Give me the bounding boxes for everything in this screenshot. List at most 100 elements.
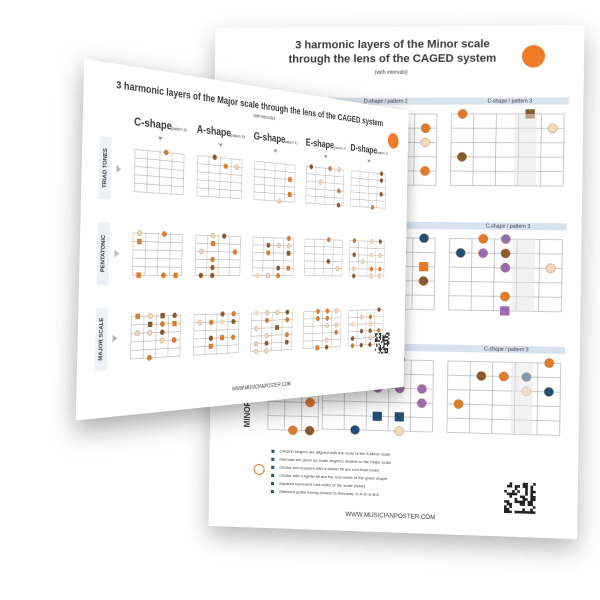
legend-text: Circles and squares with a darker fill a… xyxy=(279,465,379,473)
note-circle xyxy=(305,426,314,435)
row-marker xyxy=(116,165,122,174)
fret xyxy=(195,235,196,275)
qr-cell xyxy=(388,342,390,345)
fret xyxy=(205,314,206,354)
fret xyxy=(539,239,540,311)
fret xyxy=(563,114,564,186)
string xyxy=(198,156,243,160)
note-circle xyxy=(368,335,371,340)
qr-cell xyxy=(378,333,381,335)
note-circle xyxy=(210,257,214,262)
fret xyxy=(374,310,375,345)
fret xyxy=(351,171,352,206)
shape-pattern: (pattern 5) xyxy=(230,133,245,139)
note-circle xyxy=(276,266,280,271)
string xyxy=(305,239,342,240)
note-circle xyxy=(360,329,363,334)
fret xyxy=(325,168,326,204)
legend-bullet xyxy=(271,465,275,469)
qr-cell xyxy=(378,339,380,342)
note-circle xyxy=(353,238,356,243)
qr-cell xyxy=(525,482,528,486)
shape-pattern: (pattern 1) xyxy=(284,139,298,145)
note-circle xyxy=(172,313,176,318)
fret xyxy=(412,238,413,309)
string xyxy=(306,196,343,199)
fret xyxy=(349,241,350,276)
qr-cell xyxy=(503,510,507,514)
qr-cell xyxy=(519,500,523,504)
qr-cell xyxy=(377,339,379,342)
string xyxy=(197,172,242,176)
string xyxy=(131,348,180,351)
fret xyxy=(304,239,305,276)
string xyxy=(450,185,563,186)
note-circle xyxy=(370,267,373,271)
qr-cell xyxy=(530,493,534,496)
string xyxy=(197,180,242,184)
note-circle xyxy=(231,335,235,340)
qr-cell xyxy=(533,483,536,486)
qr-cell xyxy=(517,510,520,514)
note-circle xyxy=(368,342,371,347)
qr-cell xyxy=(375,334,377,337)
string xyxy=(254,184,295,187)
fret xyxy=(208,157,209,197)
note-circle xyxy=(210,265,214,270)
note-circle xyxy=(499,372,508,381)
qr-cell xyxy=(388,337,390,340)
qr-cell xyxy=(506,510,510,514)
shape-highlight xyxy=(513,113,537,186)
fret xyxy=(159,152,160,193)
qr-cell xyxy=(527,500,531,504)
shape-name: C-shape xyxy=(134,116,172,132)
note-circle xyxy=(137,230,142,236)
note-circle xyxy=(199,249,203,254)
poster-title: through the lens of the CAGED system xyxy=(288,52,496,65)
fret xyxy=(197,156,198,196)
note-circle xyxy=(394,426,403,435)
fret xyxy=(283,238,284,275)
fret xyxy=(182,235,183,276)
qr-cell xyxy=(386,351,388,354)
string xyxy=(254,200,295,203)
note-circle xyxy=(456,248,465,257)
note-circle xyxy=(278,199,282,204)
shape-name: E-shape xyxy=(306,138,334,152)
note-circle xyxy=(172,337,176,342)
fret xyxy=(293,239,294,276)
major-poster: 3 harmonic layers of the Major scale thr… xyxy=(75,58,409,421)
fret xyxy=(134,149,135,191)
string xyxy=(255,161,296,165)
note-circle xyxy=(380,178,383,183)
fret xyxy=(561,240,562,312)
website: WWW.MUSICIANPOSTER.COM xyxy=(345,512,435,521)
note-circle xyxy=(458,109,467,118)
fret xyxy=(377,173,378,207)
note-square xyxy=(220,335,225,341)
note-circle xyxy=(420,166,429,175)
note-circle xyxy=(377,307,380,311)
note-circle xyxy=(160,338,165,344)
qr-cell xyxy=(385,339,388,342)
note-circle xyxy=(352,267,355,272)
string xyxy=(303,346,340,348)
fret xyxy=(292,312,293,349)
fret xyxy=(367,241,368,276)
qr-cell xyxy=(385,348,387,350)
fret xyxy=(385,174,386,208)
fret xyxy=(334,169,335,205)
note-circle xyxy=(305,398,314,407)
note-circle xyxy=(370,274,373,278)
note-circle xyxy=(500,292,509,301)
string xyxy=(134,183,183,187)
qr-cell xyxy=(522,500,526,504)
qr-cell xyxy=(525,485,528,489)
qr-cell xyxy=(383,348,385,351)
row-label-bg xyxy=(98,136,112,200)
qr-cell xyxy=(530,498,533,502)
fret xyxy=(193,315,194,355)
qr-cell xyxy=(517,500,520,504)
note-circle xyxy=(378,253,381,257)
qr-cell xyxy=(524,511,528,514)
